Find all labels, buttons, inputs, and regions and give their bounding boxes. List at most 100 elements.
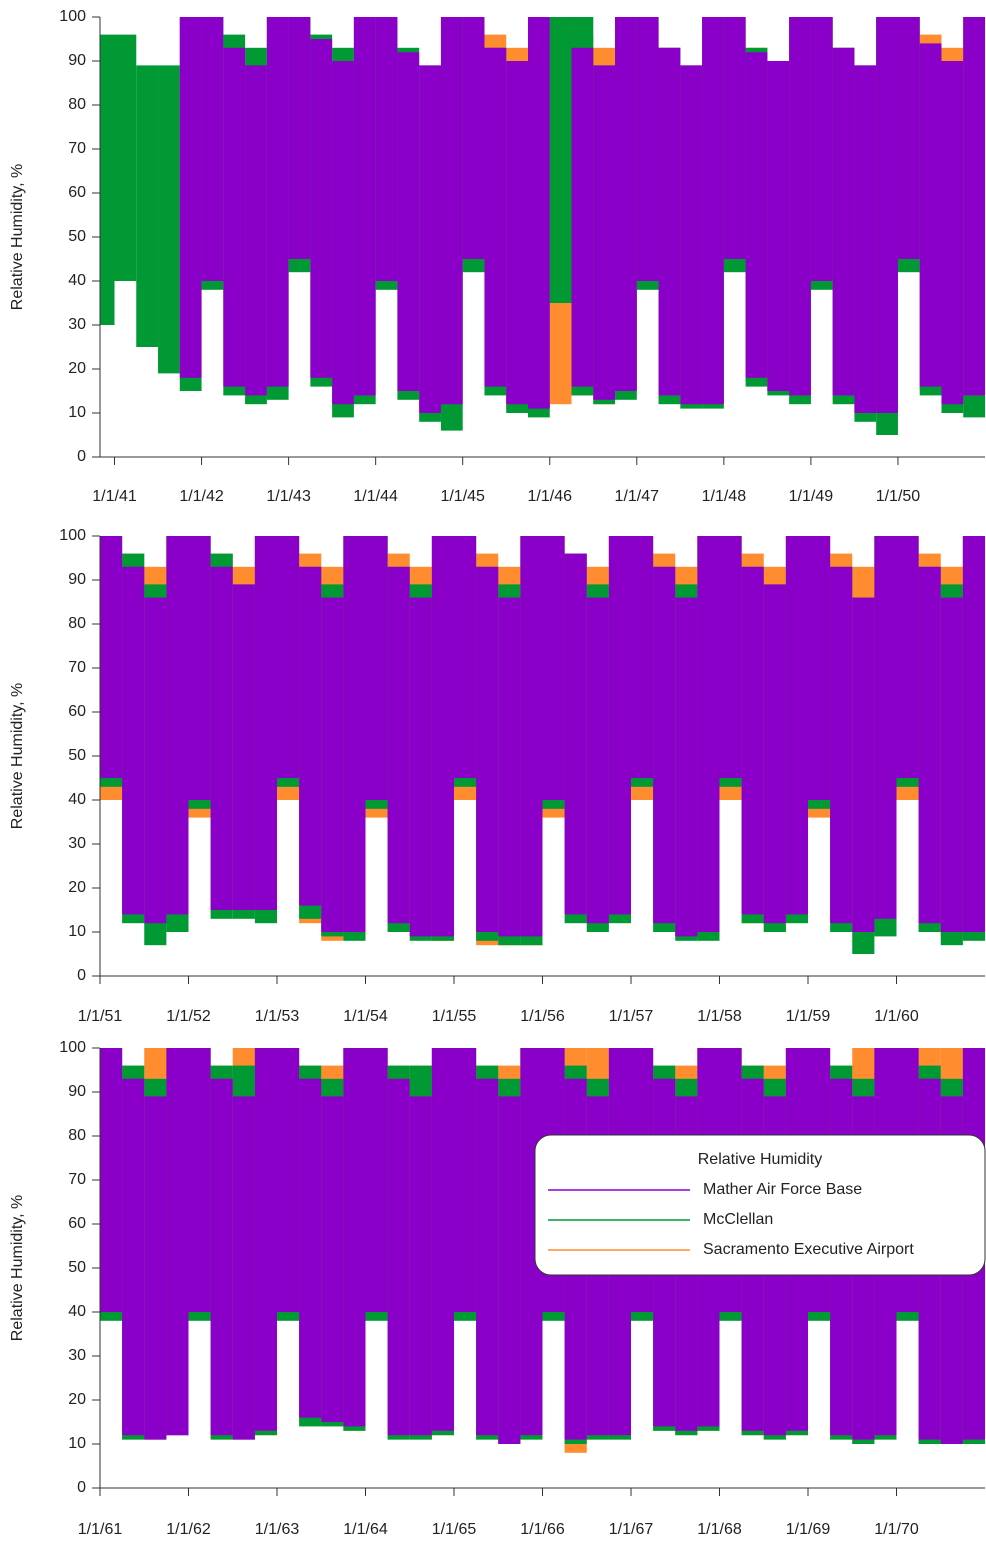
range-bar <box>593 65 616 400</box>
x-tick-label: 1/1/55 <box>432 1008 477 1025</box>
range-bar <box>462 17 485 259</box>
range-bar <box>254 1048 277 1431</box>
y-tick-label: 80 <box>68 615 86 632</box>
y-tick-label: 20 <box>68 1391 86 1408</box>
y-tick-label: 80 <box>68 1127 86 1144</box>
range-bar <box>745 52 768 378</box>
range-bar <box>498 597 521 937</box>
y-tick-label: 20 <box>68 879 86 896</box>
range-bar <box>365 1048 388 1312</box>
range-bar <box>100 1048 123 1312</box>
range-bar <box>223 47 246 387</box>
x-tick-label: 1/1/41 <box>92 488 137 505</box>
x-tick-label: 1/1/53 <box>255 1008 300 1025</box>
legend-title: Relative Humidity <box>698 1151 822 1168</box>
y-axis-label: Relative Humidity, % <box>9 1195 26 1341</box>
y-tick-label: 100 <box>59 1039 86 1056</box>
range-bar <box>506 61 528 405</box>
range-bar <box>680 65 703 405</box>
y-tick-label: 50 <box>68 1259 86 1276</box>
range-bar <box>658 47 681 396</box>
range-bar <box>741 566 764 915</box>
y-tick-label: 80 <box>68 96 86 113</box>
y-tick-label: 10 <box>68 404 86 421</box>
range-bar <box>653 566 676 924</box>
legend-label: Sacramento Executive Airport <box>703 1241 914 1258</box>
range-bar <box>365 536 388 800</box>
x-tick-label: 1/1/65 <box>432 1521 477 1538</box>
x-tick-label: 1/1/56 <box>520 1008 565 1025</box>
x-tick-label: 1/1/61 <box>78 1521 123 1538</box>
range-bar <box>166 536 189 915</box>
y-tick-label: 70 <box>68 659 86 676</box>
range-bar <box>963 17 985 396</box>
plot-area <box>100 17 985 435</box>
range-bar <box>789 17 811 396</box>
y-tick-label: 60 <box>68 703 86 720</box>
y-tick-label: 70 <box>68 1171 86 1188</box>
range-bar <box>299 1078 322 1418</box>
range-bar <box>484 47 507 387</box>
x-tick-label: 1/1/43 <box>266 488 311 505</box>
y-tick-label: 40 <box>68 272 86 289</box>
y-tick-label: 90 <box>68 571 86 588</box>
x-tick-label: 1/1/42 <box>179 488 224 505</box>
range-bar <box>245 65 267 396</box>
range-bar <box>210 566 233 910</box>
range-bar <box>343 536 366 932</box>
y-tick-label: 0 <box>77 1479 86 1496</box>
legend-label: Mather Air Force Base <box>703 1181 862 1198</box>
range-bar <box>201 17 224 281</box>
range-bar <box>810 17 833 281</box>
range-bar <box>702 17 724 405</box>
range-bar <box>409 1096 432 1436</box>
y-tick-label: 90 <box>68 1083 86 1100</box>
range-bar <box>188 536 211 800</box>
range-bar <box>122 1078 145 1436</box>
range-bar <box>854 65 877 414</box>
x-tick-label: 1/1/59 <box>786 1008 831 1025</box>
legend-label: McClellan <box>703 1211 773 1228</box>
y-tick-label: 100 <box>59 527 86 544</box>
range-bar <box>431 1048 454 1431</box>
range-bar <box>166 1048 189 1436</box>
range-bar <box>919 43 942 387</box>
range-bar <box>571 47 594 387</box>
range-bar <box>454 1048 477 1312</box>
range-bar <box>397 52 420 391</box>
range-bar <box>440 17 463 405</box>
range-bar <box>542 536 565 800</box>
range-bar <box>564 553 587 915</box>
range-bar <box>387 1078 410 1436</box>
range-bar <box>520 536 543 937</box>
y-tick-label: 50 <box>68 228 86 245</box>
range-bar <box>179 17 202 378</box>
range-bar <box>852 597 875 932</box>
y-tick-label: 30 <box>68 316 86 333</box>
range-bar <box>158 65 180 374</box>
x-tick-label: 1/1/54 <box>343 1008 388 1025</box>
range-bar <box>896 536 919 778</box>
range-bar <box>332 61 354 405</box>
y-tick-label: 10 <box>68 923 86 940</box>
x-tick-label: 1/1/70 <box>874 1521 919 1538</box>
y-tick-label: 20 <box>68 360 86 377</box>
y-tick-label: 0 <box>77 448 86 465</box>
x-tick-label: 1/1/49 <box>789 488 834 505</box>
range-bar <box>431 536 454 937</box>
range-bar <box>808 536 831 800</box>
x-tick-label: 1/1/52 <box>166 1008 211 1025</box>
range-bar <box>288 17 311 259</box>
y-tick-label: 0 <box>77 967 86 984</box>
range-bar <box>615 17 637 391</box>
x-tick-label: 1/1/58 <box>697 1008 742 1025</box>
x-tick-label: 1/1/50 <box>876 488 921 505</box>
range-bar <box>631 536 654 778</box>
range-bar <box>232 1096 255 1440</box>
range-bar <box>723 17 746 259</box>
y-tick-label: 30 <box>68 1347 86 1364</box>
range-bar <box>310 39 333 378</box>
range-bar <box>874 536 897 919</box>
range-bar <box>321 597 344 932</box>
y-tick-label: 30 <box>68 835 86 852</box>
